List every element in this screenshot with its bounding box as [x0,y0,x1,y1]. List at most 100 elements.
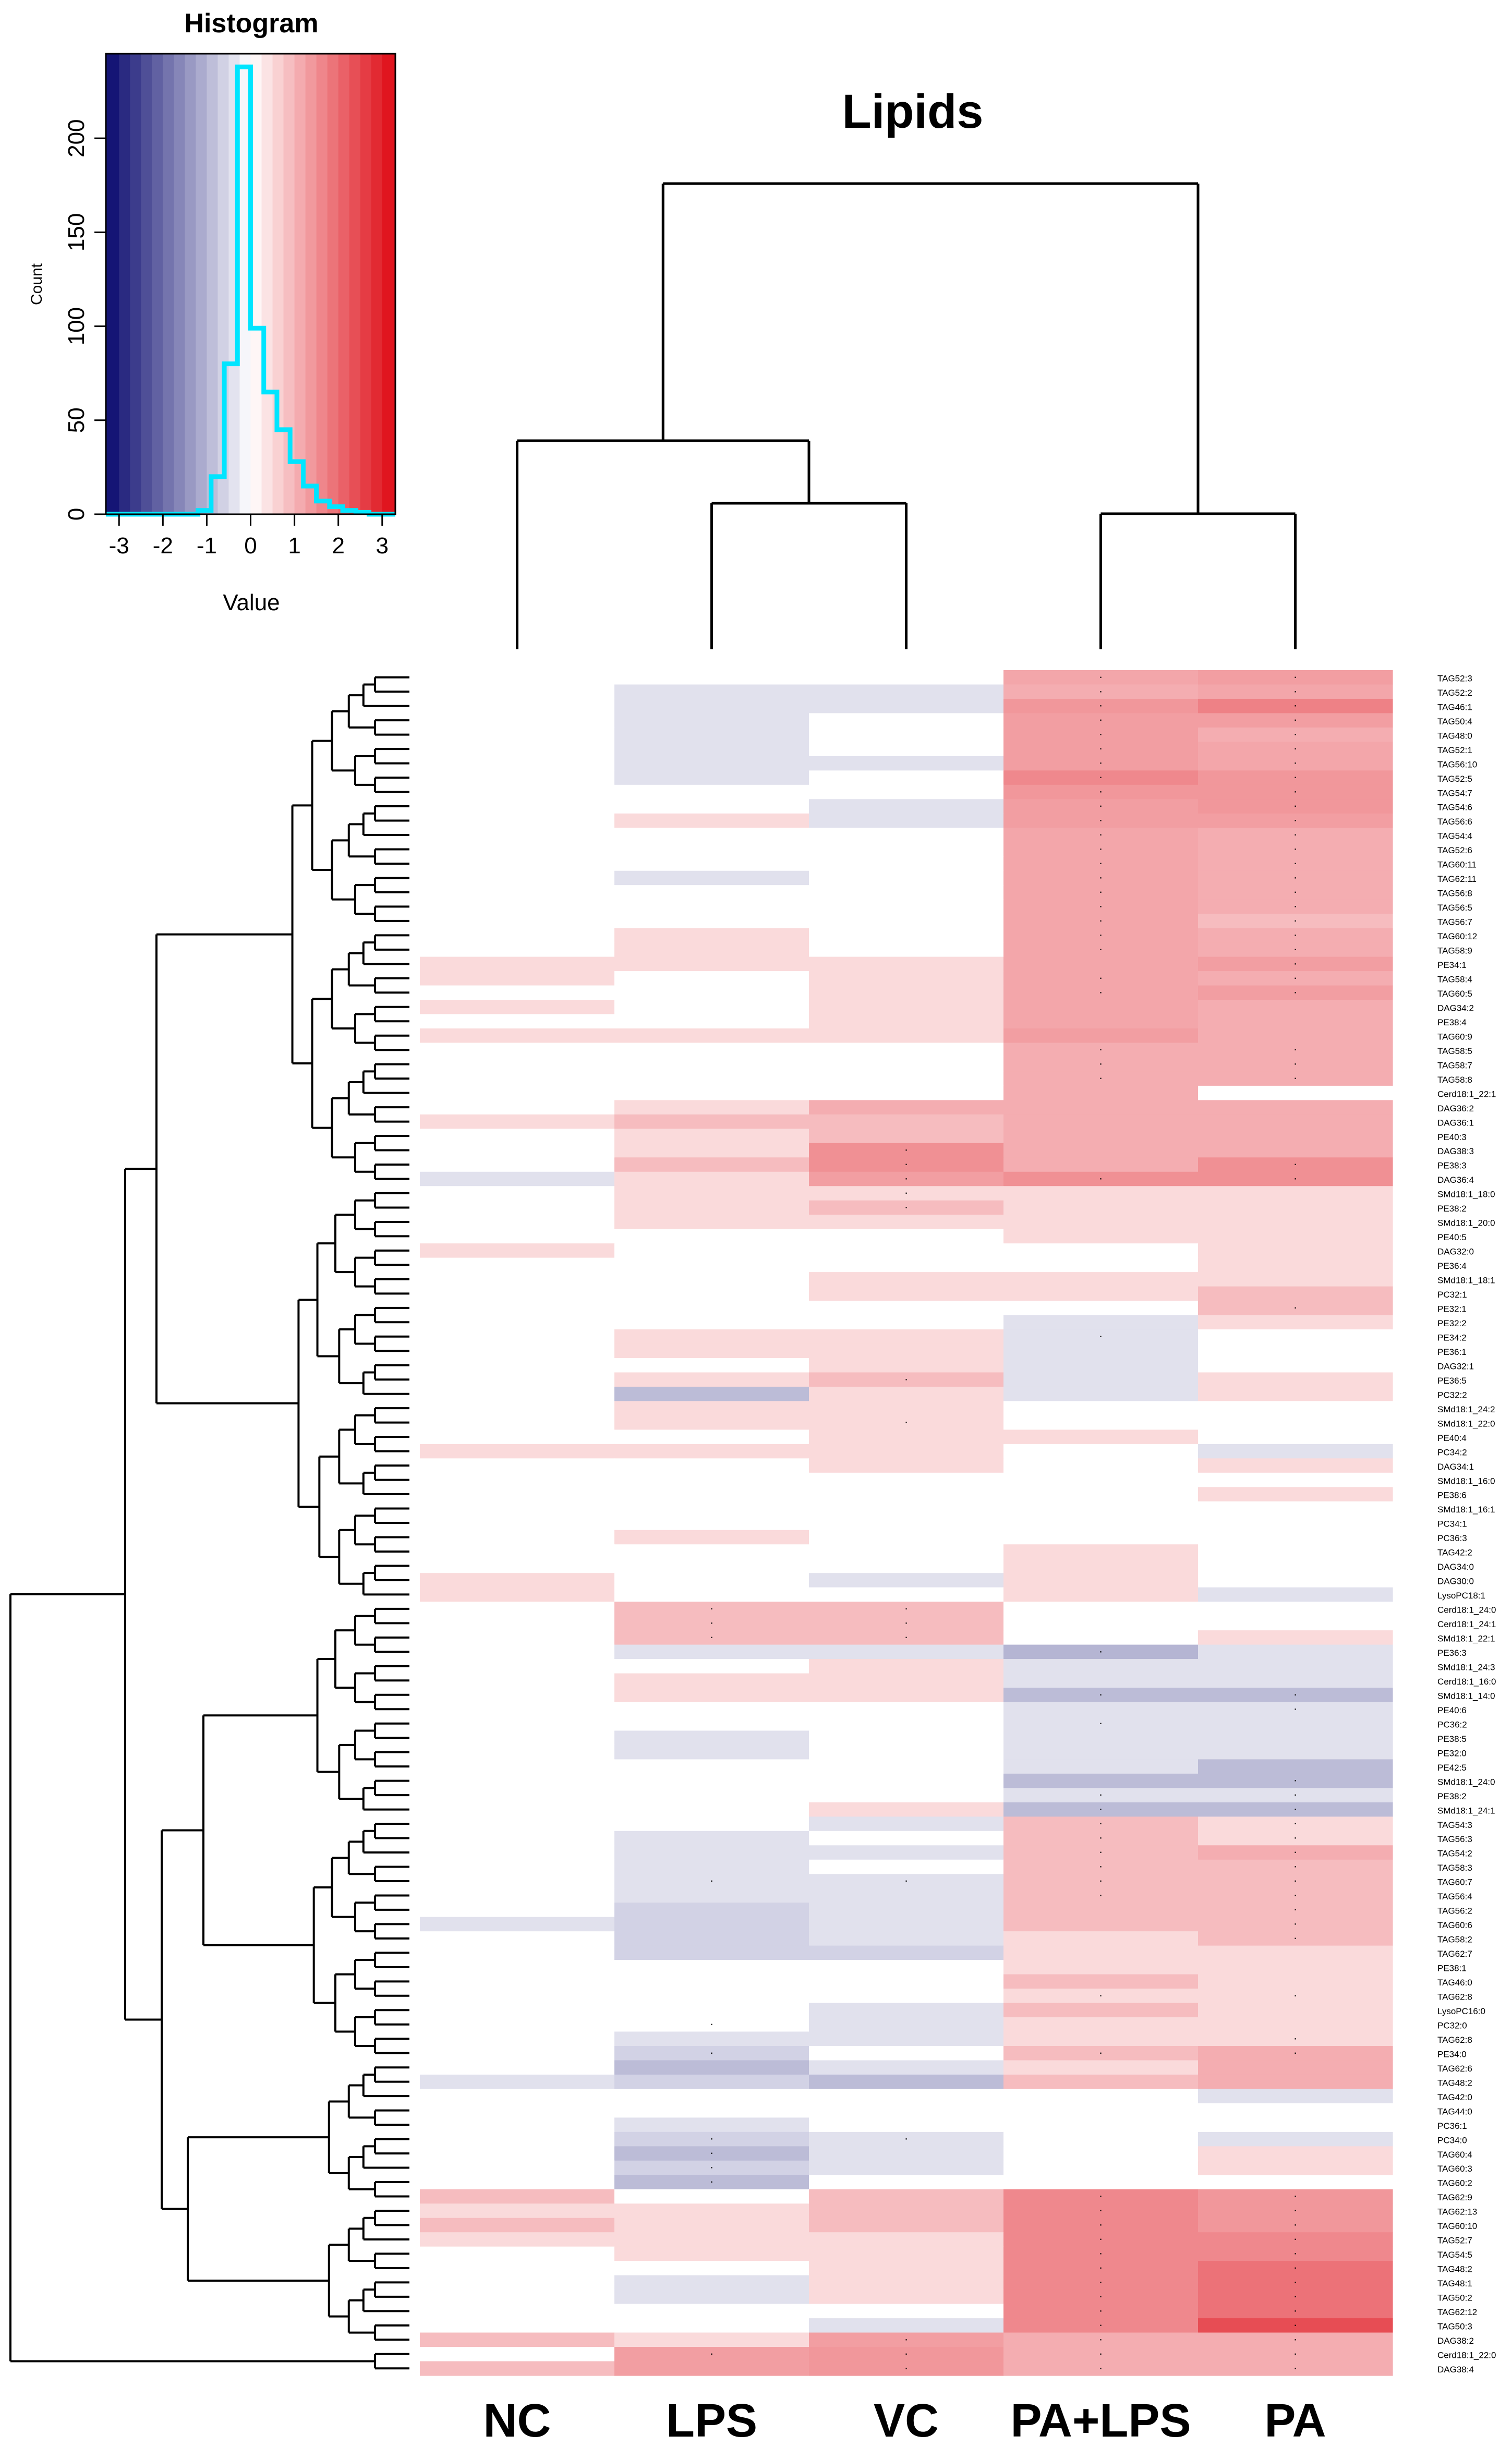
significance-mark: · [904,1157,908,1170]
row-label: DAG30:0 [1437,1577,1474,1586]
heatmap-cell [809,1859,1004,1874]
heatmap-cell [420,2304,615,2319]
heatmap-cell [420,784,615,800]
heatmap-cell [809,1057,1004,1072]
heatmap-cell [809,1888,1004,1903]
heatmap-cell [1198,1917,1393,1932]
heatmap-cell [1003,1343,1199,1359]
heatmap-cell [1198,1802,1393,1817]
row-label: TAG60:6 [1437,1920,1472,1930]
color-key-bands [106,54,396,514]
significance-mark: · [904,1186,908,1199]
row-label: TAG62:9 [1437,2192,1472,2202]
heatmap-cell [614,1286,809,1301]
significance-mark: · [1099,1874,1103,1887]
significance-mark: · [904,2132,908,2145]
heatmap-cell [1003,1530,1199,1545]
heatmap-cell [809,1544,1004,1559]
significance-mark: · [1293,985,1297,998]
heatmap-cell [420,1100,615,1115]
significance-mark: · [1099,2347,1103,2360]
heatmap-cell [1003,2218,1199,2233]
heatmap-cell [420,1014,615,1029]
significance-mark: · [1293,670,1297,683]
significance-mark: · [1293,2290,1297,2303]
row-label: TAG60:2 [1437,2178,1472,2188]
heatmap-cell [614,1688,809,1703]
x-tick-label: 2 [332,533,344,559]
heatmap-cell [1003,1587,1199,1602]
significance-mark: · [710,1616,713,1629]
heatmap-cell [1198,2290,1393,2305]
significance-mark: · [1099,684,1103,697]
row-label: PE38:2 [1437,1204,1467,1214]
significance-mark: · [1293,1845,1297,1858]
heatmap-cell [614,1071,809,1086]
significance-mark: · [904,1415,908,1428]
row-label: TAG60:3 [1437,2164,1472,2174]
color-key-band [338,54,350,514]
heatmap-cell [1003,928,1199,943]
row-label: SMd18:1_16:0 [1437,1476,1495,1486]
heatmap-cell [809,1530,1004,1545]
heatmap-cell [1003,1688,1199,1703]
significance-mark: · [904,1874,908,1887]
heatmap-cell [1003,1659,1199,1674]
heatmap-cell [809,1616,1004,1631]
row-label: TAG48:2 [1437,2078,1472,2088]
significance-mark: · [1293,1788,1297,1801]
heatmap-cell [614,1487,809,1502]
heatmap-cell [614,1215,809,1230]
heatmap-cell [1198,1816,1393,1832]
heatmap-cell [1198,1186,1393,1201]
heatmap-cell [420,2146,615,2161]
heatmap-cell [614,1530,809,1545]
heatmap-cell [809,2060,1004,2075]
heatmap-cell [420,1673,615,1688]
heatmap-cell [809,1171,1004,1186]
heatmap-cell [809,1644,1004,1659]
color-key-band [283,54,295,514]
heatmap-cell [1003,1702,1199,1717]
heatmap-cell [1198,842,1393,857]
heatmap-cell [1198,2089,1393,2104]
heatmap-cell [420,1544,615,1559]
significance-mark: · [1293,742,1297,755]
row-label: TAG58:2 [1437,1935,1472,1945]
significance-mark: · [1293,770,1297,783]
heatmap-cell [614,1358,809,1373]
heatmap-cell [614,1028,809,1044]
heatmap-cell [1198,2275,1393,2290]
significance-mark: · [1293,1774,1297,1787]
heatmap-cell [614,1673,809,1688]
heatmap-cell [1003,1186,1199,1201]
heatmap-cell [614,1129,809,1144]
significance-mark: · [1099,2361,1103,2374]
x-tick-label: 1 [288,533,300,559]
color-key-band [196,54,207,514]
row-label: PE38:1 [1437,1964,1467,1973]
row-label: SMd18:1_20:0 [1437,1218,1495,1228]
heatmap-cell [614,1014,809,1029]
heatmap-cell [1198,1989,1393,2004]
heatmap-cell [809,1716,1004,1731]
heatmap-cell [420,885,615,900]
heatmap-cell [614,1903,809,1918]
heatmap-cell [1003,1315,1199,1330]
heatmap-cell [1198,1401,1393,1416]
heatmap-cell [420,1472,615,1487]
row-label: DAG32:0 [1437,1247,1474,1257]
heatmap-cell [420,1386,615,1402]
heatmap-cell [1003,742,1199,757]
histogram-y-label: Count [28,263,45,305]
row-label: PE32:0 [1437,1748,1467,1758]
heatmap-cell [420,971,615,986]
heatmap-cell [1198,1129,1393,1144]
heatmap-cell [420,698,615,714]
heatmap-cell [809,742,1004,757]
significance-mark: · [1293,728,1297,741]
row-label: TAG52:6 [1437,845,1472,855]
heatmap-cell [420,1702,615,1717]
heatmap-cell [1198,2117,1393,2133]
significance-mark: · [1293,942,1297,955]
